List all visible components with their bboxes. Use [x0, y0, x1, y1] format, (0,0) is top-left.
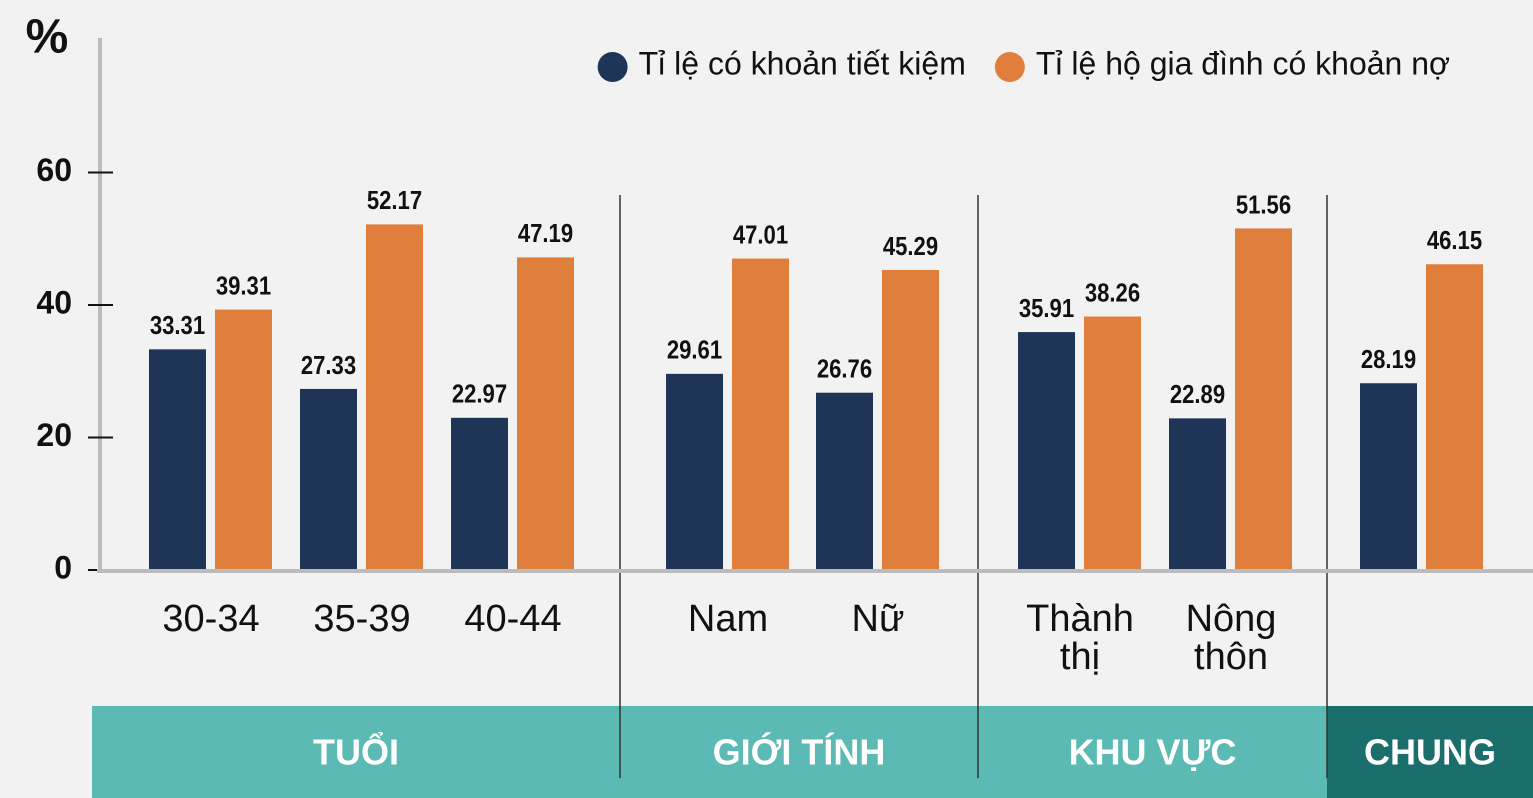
value-label: 22.97 [452, 380, 507, 409]
group-band [92, 706, 620, 798]
bar [1360, 383, 1417, 570]
bar [451, 417, 508, 570]
y-tick-label: 20 [36, 417, 72, 453]
group-label: GIỚI TÍNH [713, 731, 886, 773]
bar [1235, 228, 1292, 571]
legend-label: Tỉ lệ có khoản tiết kiệm [639, 45, 966, 81]
value-label: 35.91 [1019, 294, 1074, 323]
value-label: 27.33 [301, 351, 356, 380]
group-label: KHU VỰC [1069, 732, 1237, 773]
x-tick-label: 30-34 [162, 598, 260, 640]
x-tick-label: 35-39 [313, 598, 411, 640]
y-tick-label: 60 [36, 152, 72, 188]
x-tick-label: Thành thị [1026, 598, 1134, 678]
group-band [1327, 706, 1533, 798]
bar [882, 269, 939, 570]
value-label: 45.29 [883, 232, 938, 261]
group-label: TUỔI [313, 730, 399, 773]
bar [1169, 418, 1226, 570]
y-axis-label: % [26, 11, 69, 64]
bar [816, 392, 873, 570]
y-tick-label: 40 [36, 284, 72, 320]
group-band [620, 706, 978, 798]
value-label: 29.61 [667, 336, 722, 365]
bar [732, 258, 789, 570]
bar [149, 349, 206, 570]
bar [1084, 316, 1141, 570]
value-label: 39.31 [216, 272, 271, 301]
bar [300, 388, 357, 570]
value-label: 52.17 [367, 187, 422, 216]
legend-marker [994, 52, 1025, 82]
value-label: 46.15 [1427, 226, 1482, 255]
bar [666, 373, 723, 570]
group-label: CHUNG [1364, 732, 1496, 773]
bar [517, 257, 574, 570]
value-label: 26.76 [817, 355, 872, 384]
bar [1018, 332, 1075, 570]
legend-marker [597, 52, 628, 82]
bar [366, 224, 423, 570]
bar [215, 309, 272, 570]
x-tick-label: Nữ [851, 598, 905, 640]
value-label: 22.89 [1170, 381, 1225, 410]
group-band [978, 706, 1327, 798]
value-label: 28.19 [1361, 345, 1416, 374]
value-label: 33.31 [150, 312, 205, 341]
bar [1426, 264, 1483, 570]
value-label: 47.19 [518, 220, 573, 249]
x-tick-label: 40-44 [464, 598, 562, 640]
legend-label: Tỉ lệ hộ gia đình có khoản nợ [1036, 45, 1450, 81]
x-tick-label: Nông thôn [1185, 598, 1277, 678]
value-label: 51.56 [1236, 191, 1291, 220]
value-label: 47.01 [733, 221, 788, 250]
value-label: 38.26 [1085, 279, 1140, 308]
y-tick-label: 0 [54, 549, 72, 585]
x-tick-label: Nam [687, 598, 769, 640]
